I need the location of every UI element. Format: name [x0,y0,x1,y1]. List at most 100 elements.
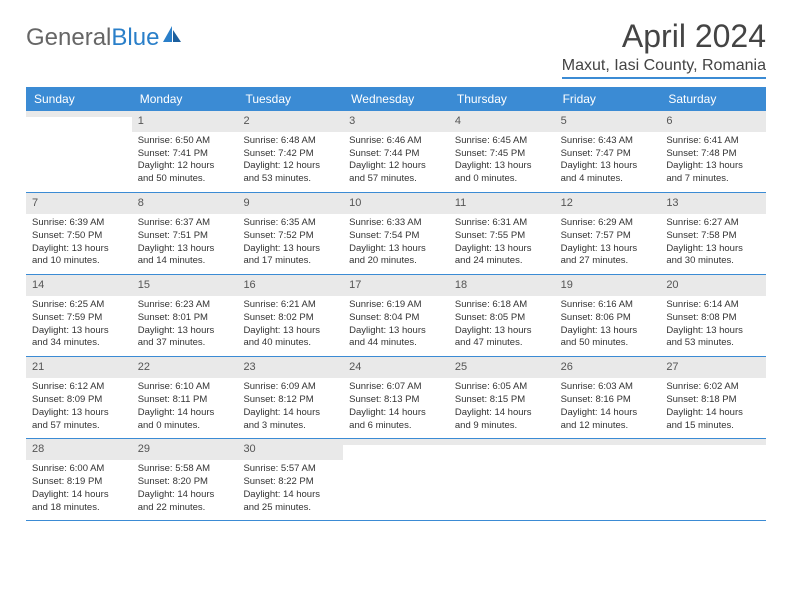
sunrise-text: Sunrise: 6:29 AM [561,217,655,230]
daylight-text: Daylight: 13 hours and 4 minutes. [561,160,655,186]
day-header: Thursday [449,87,555,111]
sunset-text: Sunset: 8:19 PM [32,476,126,489]
daylight-text: Daylight: 14 hours and 6 minutes. [349,407,443,433]
day-number: 6 [660,111,766,132]
sunset-text: Sunset: 8:06 PM [561,312,655,325]
calendar-cell: 11Sunrise: 6:31 AMSunset: 7:55 PMDayligh… [449,193,555,274]
calendar-cell: 7Sunrise: 6:39 AMSunset: 7:50 PMDaylight… [26,193,132,274]
sunrise-text: Sunrise: 6:07 AM [349,381,443,394]
month-title: April 2024 [562,18,766,55]
daylight-text: Daylight: 13 hours and 53 minutes. [666,325,760,351]
day-number: 10 [343,193,449,214]
sunrise-text: Sunrise: 6:09 AM [243,381,337,394]
calendar-cell: 3Sunrise: 6:46 AMSunset: 7:44 PMDaylight… [343,111,449,192]
calendar-cell: 27Sunrise: 6:02 AMSunset: 8:18 PMDayligh… [660,357,766,438]
calendar-cell: 26Sunrise: 6:03 AMSunset: 8:16 PMDayligh… [555,357,661,438]
sunrise-text: Sunrise: 6:41 AM [666,135,760,148]
day-number [449,439,555,445]
sunrise-text: Sunrise: 6:43 AM [561,135,655,148]
sunset-text: Sunset: 7:57 PM [561,230,655,243]
day-number: 27 [660,357,766,378]
calendar-cell: 16Sunrise: 6:21 AMSunset: 8:02 PMDayligh… [237,275,343,356]
daylight-text: Daylight: 13 hours and 47 minutes. [455,325,549,351]
sunrise-text: Sunrise: 6:35 AM [243,217,337,230]
daylight-text: Daylight: 14 hours and 3 minutes. [243,407,337,433]
day-number: 25 [449,357,555,378]
sunrise-text: Sunrise: 6:14 AM [666,299,760,312]
daylight-text: Daylight: 12 hours and 50 minutes. [138,160,232,186]
day-number [26,111,132,117]
daylight-text: Daylight: 13 hours and 44 minutes. [349,325,443,351]
daylight-text: Daylight: 13 hours and 10 minutes. [32,243,126,269]
daylight-text: Daylight: 13 hours and 50 minutes. [561,325,655,351]
sunset-text: Sunset: 8:04 PM [349,312,443,325]
calendar-cell: 6Sunrise: 6:41 AMSunset: 7:48 PMDaylight… [660,111,766,192]
sunrise-text: Sunrise: 6:16 AM [561,299,655,312]
logo-general: General [26,24,111,51]
day-number: 21 [26,357,132,378]
sunset-text: Sunset: 8:20 PM [138,476,232,489]
sunset-text: Sunset: 7:47 PM [561,148,655,161]
daylight-text: Daylight: 13 hours and 0 minutes. [455,160,549,186]
week-row: 1Sunrise: 6:50 AMSunset: 7:41 PMDaylight… [26,111,766,193]
sunrise-text: Sunrise: 6:23 AM [138,299,232,312]
day-number [555,439,661,445]
sunset-text: Sunset: 8:01 PM [138,312,232,325]
sunrise-text: Sunrise: 6:27 AM [666,217,760,230]
calendar-cell: 1Sunrise: 6:50 AMSunset: 7:41 PMDaylight… [132,111,238,192]
day-number: 23 [237,357,343,378]
day-number: 15 [132,275,238,296]
sunset-text: Sunset: 7:58 PM [666,230,760,243]
day-number: 2 [237,111,343,132]
calendar-cell-empty [449,439,555,520]
day-number: 24 [343,357,449,378]
sunset-text: Sunset: 8:15 PM [455,394,549,407]
sunset-text: Sunset: 8:18 PM [666,394,760,407]
sail-icon [161,24,183,49]
day-header: Friday [555,87,661,111]
day-number: 28 [26,439,132,460]
daylight-text: Daylight: 14 hours and 18 minutes. [32,489,126,515]
calendar-cell-empty [555,439,661,520]
daylight-text: Daylight: 14 hours and 12 minutes. [561,407,655,433]
daylight-text: Daylight: 13 hours and 40 minutes. [243,325,337,351]
calendar-cell: 29Sunrise: 5:58 AMSunset: 8:20 PMDayligh… [132,439,238,520]
day-number: 3 [343,111,449,132]
week-row: 7Sunrise: 6:39 AMSunset: 7:50 PMDaylight… [26,193,766,275]
sunrise-text: Sunrise: 6:05 AM [455,381,549,394]
daylight-text: Daylight: 13 hours and 14 minutes. [138,243,232,269]
sunrise-text: Sunrise: 6:21 AM [243,299,337,312]
sunset-text: Sunset: 8:16 PM [561,394,655,407]
day-number: 7 [26,193,132,214]
sunrise-text: Sunrise: 6:03 AM [561,381,655,394]
daylight-text: Daylight: 13 hours and 24 minutes. [455,243,549,269]
calendar-cell: 4Sunrise: 6:45 AMSunset: 7:45 PMDaylight… [449,111,555,192]
logo-blue: Blue [111,24,159,51]
day-number: 8 [132,193,238,214]
sunrise-text: Sunrise: 5:57 AM [243,463,337,476]
calendar-cell: 25Sunrise: 6:05 AMSunset: 8:15 PMDayligh… [449,357,555,438]
day-number: 29 [132,439,238,460]
calendar-cell: 24Sunrise: 6:07 AMSunset: 8:13 PMDayligh… [343,357,449,438]
sunset-text: Sunset: 8:11 PM [138,394,232,407]
day-number: 22 [132,357,238,378]
calendar-cell-empty [26,111,132,192]
sunset-text: Sunset: 7:41 PM [138,148,232,161]
day-number: 17 [343,275,449,296]
sunrise-text: Sunrise: 6:45 AM [455,135,549,148]
daylight-text: Daylight: 13 hours and 34 minutes. [32,325,126,351]
calendar-cell: 30Sunrise: 5:57 AMSunset: 8:22 PMDayligh… [237,439,343,520]
calendar-cell: 14Sunrise: 6:25 AMSunset: 7:59 PMDayligh… [26,275,132,356]
daylight-text: Daylight: 12 hours and 53 minutes. [243,160,337,186]
day-number [343,439,449,445]
sunset-text: Sunset: 7:50 PM [32,230,126,243]
sunset-text: Sunset: 8:12 PM [243,394,337,407]
sunset-text: Sunset: 7:54 PM [349,230,443,243]
day-number: 13 [660,193,766,214]
sunset-text: Sunset: 7:48 PM [666,148,760,161]
location: Maxut, Iasi County, Romania [562,57,766,79]
calendar-cell: 21Sunrise: 6:12 AMSunset: 8:09 PMDayligh… [26,357,132,438]
day-number [660,439,766,445]
daylight-text: Daylight: 13 hours and 57 minutes. [32,407,126,433]
sunrise-text: Sunrise: 6:46 AM [349,135,443,148]
